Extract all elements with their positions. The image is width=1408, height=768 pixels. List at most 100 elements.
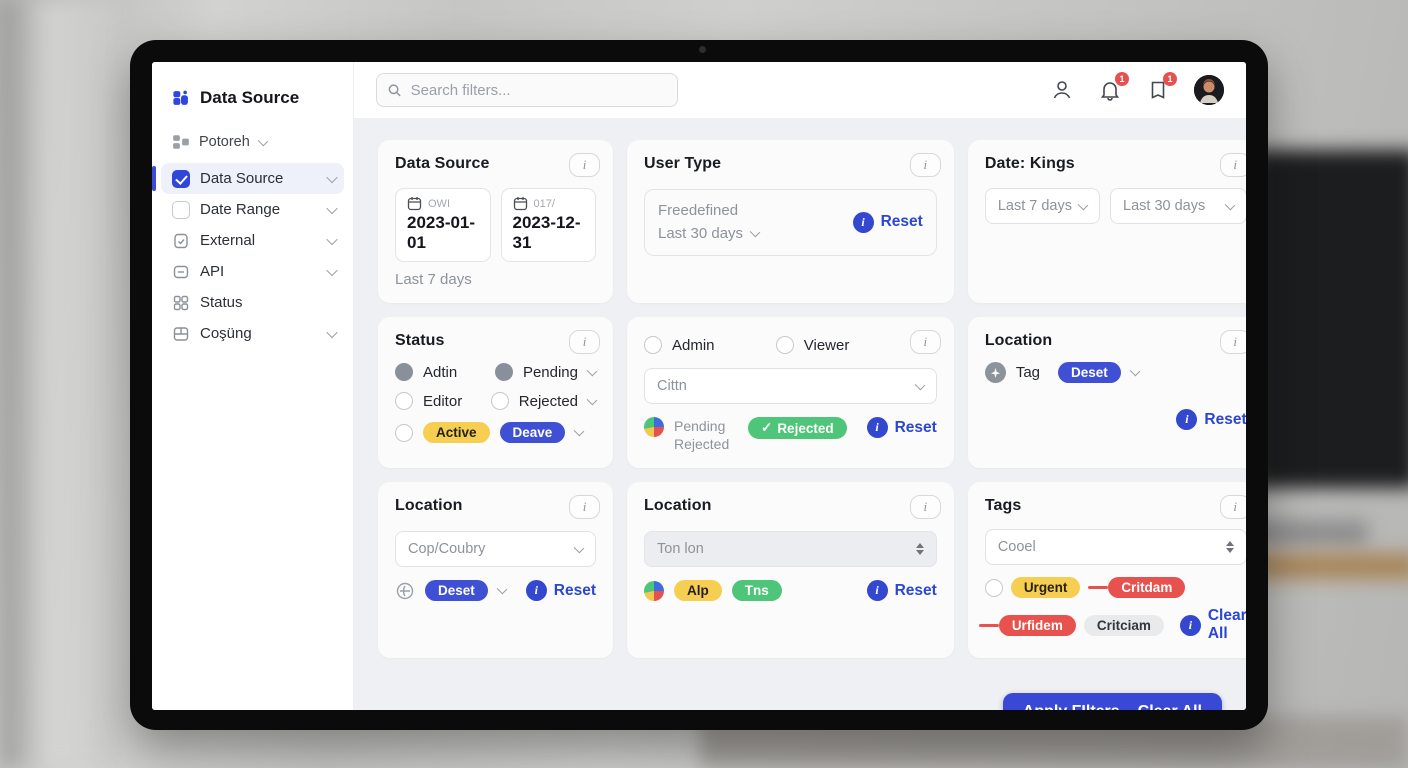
calendar-icon	[513, 197, 527, 211]
card-tags: Tags Cooel Urgent Critdam	[967, 482, 1246, 659]
reset-button[interactable]: Reset	[852, 211, 923, 233]
pending-rejected-label: Pending Rejected	[674, 418, 730, 453]
tags-select[interactable]: Cooel	[984, 529, 1246, 566]
background-window	[0, 0, 120, 768]
chevron-down-icon	[326, 233, 338, 245]
reset-button[interactable]: Reset	[866, 580, 937, 602]
date-from-field[interactable]: OWI 2023-01-01	[395, 188, 491, 262]
footer-actions: Apply FIlters Clear All	[378, 693, 1222, 710]
deset-badge[interactable]: Deset	[425, 580, 488, 602]
app-logo-row: Data Source	[152, 77, 353, 119]
alp-badge[interactable]: Alp	[674, 580, 722, 602]
info-circle-icon	[866, 417, 888, 438]
sidebar-nav: Data Source Date Range External	[152, 163, 353, 349]
tablet-frame: Data Source Potoreh Data Source	[130, 40, 1268, 730]
chevron-down-icon	[326, 264, 338, 276]
radio-active[interactable]	[395, 423, 413, 442]
deave-badge[interactable]: Deave	[499, 422, 566, 443]
sidebar-item-status[interactable]: Status	[161, 287, 344, 318]
radio-admin[interactable]	[644, 336, 662, 354]
roles-select[interactable]: Cittn	[644, 368, 937, 404]
clear-label[interactable]: Clear All	[1138, 703, 1202, 710]
sidebar-item-cosung[interactable]: Coşüng	[161, 318, 344, 349]
avatar[interactable]	[1194, 75, 1224, 105]
red-connector-line	[1088, 586, 1109, 590]
reset-label: Reset	[894, 418, 937, 436]
workspace-switcher[interactable]: Potoreh	[172, 133, 333, 151]
info-icon[interactable]	[909, 153, 941, 177]
date-from-label: OWI	[428, 197, 450, 210]
chevron-down-icon	[586, 394, 598, 405]
sidebar-item-label: API	[200, 263, 225, 280]
search-input[interactable]	[410, 81, 667, 99]
sidebar-item-external[interactable]: External	[161, 225, 344, 256]
info-icon[interactable]	[1219, 330, 1246, 354]
reset-button[interactable]: Reset	[866, 417, 937, 438]
reset-button[interactable]: Reset	[525, 580, 596, 602]
boxes-icon	[173, 326, 189, 341]
sidebar-item-api[interactable]: API	[161, 256, 344, 287]
critciam-badge[interactable]: Critciam	[1083, 614, 1164, 636]
radio-editor[interactable]	[395, 392, 413, 410]
checkbox-icon[interactable]	[172, 200, 190, 219]
info-icon[interactable]	[909, 495, 941, 520]
option-label: Admin	[672, 336, 715, 354]
clipboard-icon	[174, 233, 188, 248]
select-value: Ton lon	[657, 541, 704, 558]
radio-adtin[interactable]	[395, 363, 413, 381]
notification-badge: 1	[1115, 72, 1129, 86]
bookmark-icon[interactable]: 1	[1146, 72, 1177, 102]
info-icon[interactable]	[569, 153, 600, 177]
country-select[interactable]: Cop/Coubry	[395, 531, 596, 568]
reset-label: Reset	[1204, 410, 1246, 428]
sort-arrows-icon	[915, 543, 924, 556]
reset-label: Reset	[894, 581, 937, 599]
search-box[interactable]	[376, 73, 678, 107]
deset-badge[interactable]: Deset	[1058, 362, 1121, 383]
sidebar-item-date-range[interactable]: Date Range	[161, 194, 344, 225]
radio-viewer[interactable]	[775, 336, 794, 354]
card-location-tag: Location Tag Deset	[967, 317, 1246, 469]
apply-filters-button[interactable]: Apply FIlters Clear All	[1002, 693, 1222, 710]
info-icon[interactable]	[569, 495, 600, 520]
clear-all-label: Clear All	[1207, 607, 1246, 643]
preset-selector[interactable]: Freedefined Last 30 days Reset	[644, 189, 937, 256]
radio-pending[interactable]	[494, 363, 513, 381]
sidebar-item-data-source[interactable]: Data Source	[152, 163, 344, 194]
radio-urgent[interactable]	[984, 578, 1003, 597]
rejected-badge[interactable]: ✓ Rejected	[748, 417, 847, 439]
sidebar: Data Source Potoreh Data Source	[152, 62, 354, 710]
active-badge[interactable]: Active	[423, 422, 490, 443]
date-to-label: 017/	[533, 197, 555, 210]
card-title: Data Source	[395, 155, 490, 172]
card-title: Location	[984, 332, 1053, 349]
card-title: Location	[395, 497, 463, 515]
red-connector-line	[978, 623, 999, 627]
bell-icon[interactable]: 1	[1098, 72, 1129, 102]
urgent-badge[interactable]: Urgent	[1010, 577, 1081, 599]
clear-all-button[interactable]: Clear All	[1179, 607, 1246, 643]
date-range-hint: Last 7 days	[395, 271, 472, 288]
search-icon	[388, 83, 401, 96]
checkbox-checked-icon[interactable]	[172, 169, 190, 188]
info-icon[interactable]	[909, 330, 941, 354]
critdam-badge[interactable]: Critdam	[1108, 577, 1186, 599]
region-select[interactable]: Ton lon	[644, 531, 937, 568]
tns-badge[interactable]: Tns	[731, 580, 782, 602]
radio-rejected[interactable]	[490, 392, 509, 410]
info-icon[interactable]	[569, 330, 600, 354]
sidebar-item-label: Coşüng	[200, 325, 252, 342]
info-circle-icon	[1179, 614, 1201, 636]
urfidem-badge[interactable]: Urfidem	[998, 614, 1076, 636]
date-to-field[interactable]: 017/ 2023-12-31	[500, 188, 596, 262]
info-icon[interactable]	[1219, 153, 1246, 177]
reset-button[interactable]: Reset	[1176, 409, 1246, 430]
info-icon[interactable]	[1219, 495, 1246, 520]
date-kings-select-left[interactable]: Last 7 days	[984, 188, 1101, 224]
user-icon[interactable]	[1050, 78, 1074, 102]
check-icon: ✓	[761, 420, 773, 435]
date-kings-select-right[interactable]: Last 30 days	[1110, 188, 1246, 224]
chevron-down-icon	[257, 135, 269, 146]
info-circle-icon	[866, 580, 888, 602]
chevron-down-icon	[326, 326, 338, 338]
